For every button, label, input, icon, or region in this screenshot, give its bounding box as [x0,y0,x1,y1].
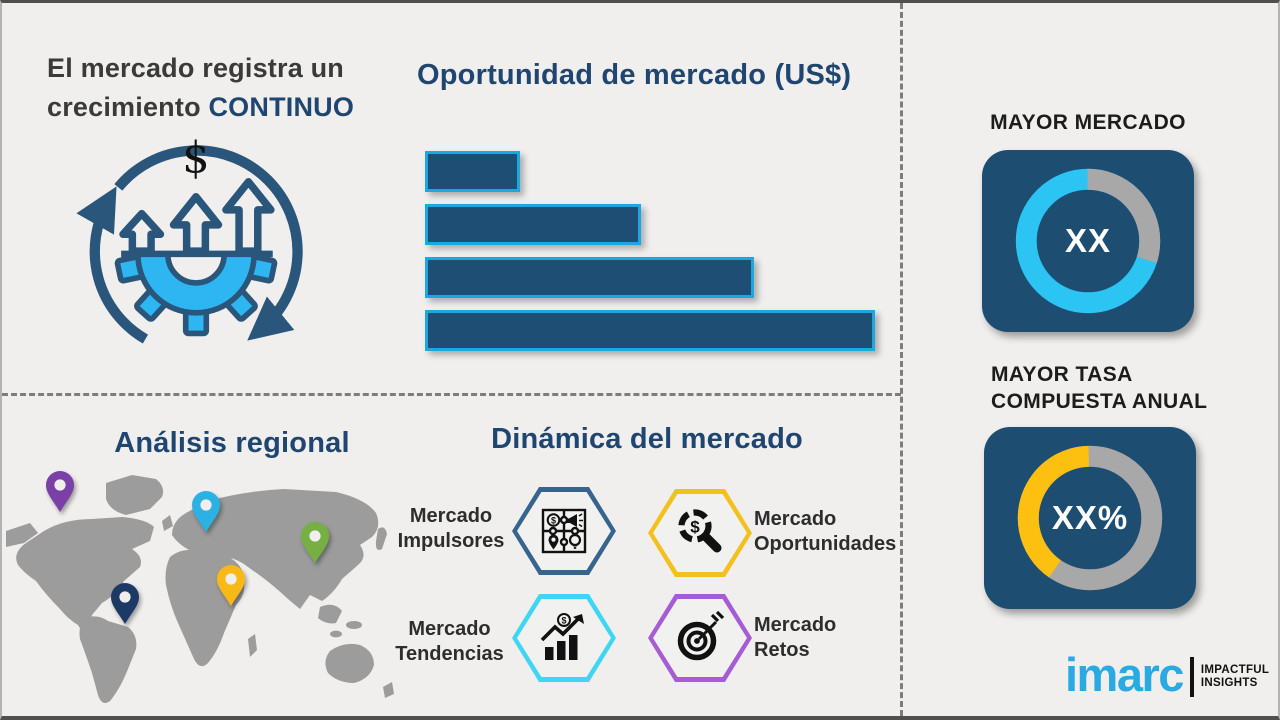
donut-chart [1015,168,1161,314]
svg-text:$: $ [551,516,556,526]
label-mercado-oportunidades: Mercado Oportunidades [754,508,897,555]
bar [425,151,520,192]
kpi-title-mayor-mercado: MAYOR MERCADO [990,111,1186,134]
bar [425,257,754,298]
regional-title: Análisis regional [114,427,350,459]
vertical-dashed-divider [900,3,903,716]
donut-chart [1017,445,1163,591]
imarc-logo: imarc IMPACTFUL INSIGHTS [1065,651,1269,698]
growth-gear-arrows-dollar-icon: $ [76,135,303,344]
target-dart-icon [677,610,725,661]
donut-center-label: XX [1064,222,1112,259]
svg-text:$: $ [690,518,700,537]
svg-text:$: $ [182,135,209,183]
bar [425,310,875,351]
label-mercado-impulsores: Mercado Impulsores [397,505,505,552]
hexagon-oportunidades: $ [648,489,752,577]
dynamics-title: Dinámica del mercado [491,423,803,455]
opportunity-bar-chart [425,151,875,363]
svg-text:$: $ [561,616,566,626]
kpi-donut-mayor-tasa: XX% [984,427,1196,609]
imarc-wordmark: imarc [1065,648,1184,701]
label-mercado-tendencias: Mercado Tendencias [395,618,504,665]
logo-tagline: IMPACTFUL INSIGHTS [1200,663,1270,689]
opportunity-title: Oportunidad de mercado (US$) [417,59,852,91]
world-map [6,471,394,703]
cyan-pin [192,491,220,532]
growth-heading-line2: crecimiento [47,92,209,122]
logo-divider-bar [1189,656,1194,697]
hexagon-tendencias: $ [512,594,616,682]
yellow-pin [217,565,245,606]
magnifier-dollar-icon: $ [678,509,722,553]
navy-pin [111,583,139,624]
growth-heading-line1: El mercado registra un [47,53,344,83]
trend-chart-icon: $ [540,613,584,660]
growth-heading: El mercado registra un crecimiento CONTI… [47,49,387,127]
kpi-donut-mayor-mercado: XX [982,150,1194,332]
label-mercado-retos: Mercado Retos [754,614,837,661]
puzzle-drivers-icon: $ [541,508,587,554]
donut-center-label: XX% [1051,499,1129,536]
bar [425,204,641,245]
growth-heading-highlight: CONTINUO [208,92,355,122]
hexagon-retos [648,594,752,682]
hexagon-impulsores: $ [512,487,616,575]
purple-pin [46,471,74,512]
green-pin [301,522,329,563]
horizontal-dashed-divider [2,393,901,396]
kpi-title-mayor-tasa: MAYOR TASA COMPUESTA ANUAL [991,363,1208,413]
